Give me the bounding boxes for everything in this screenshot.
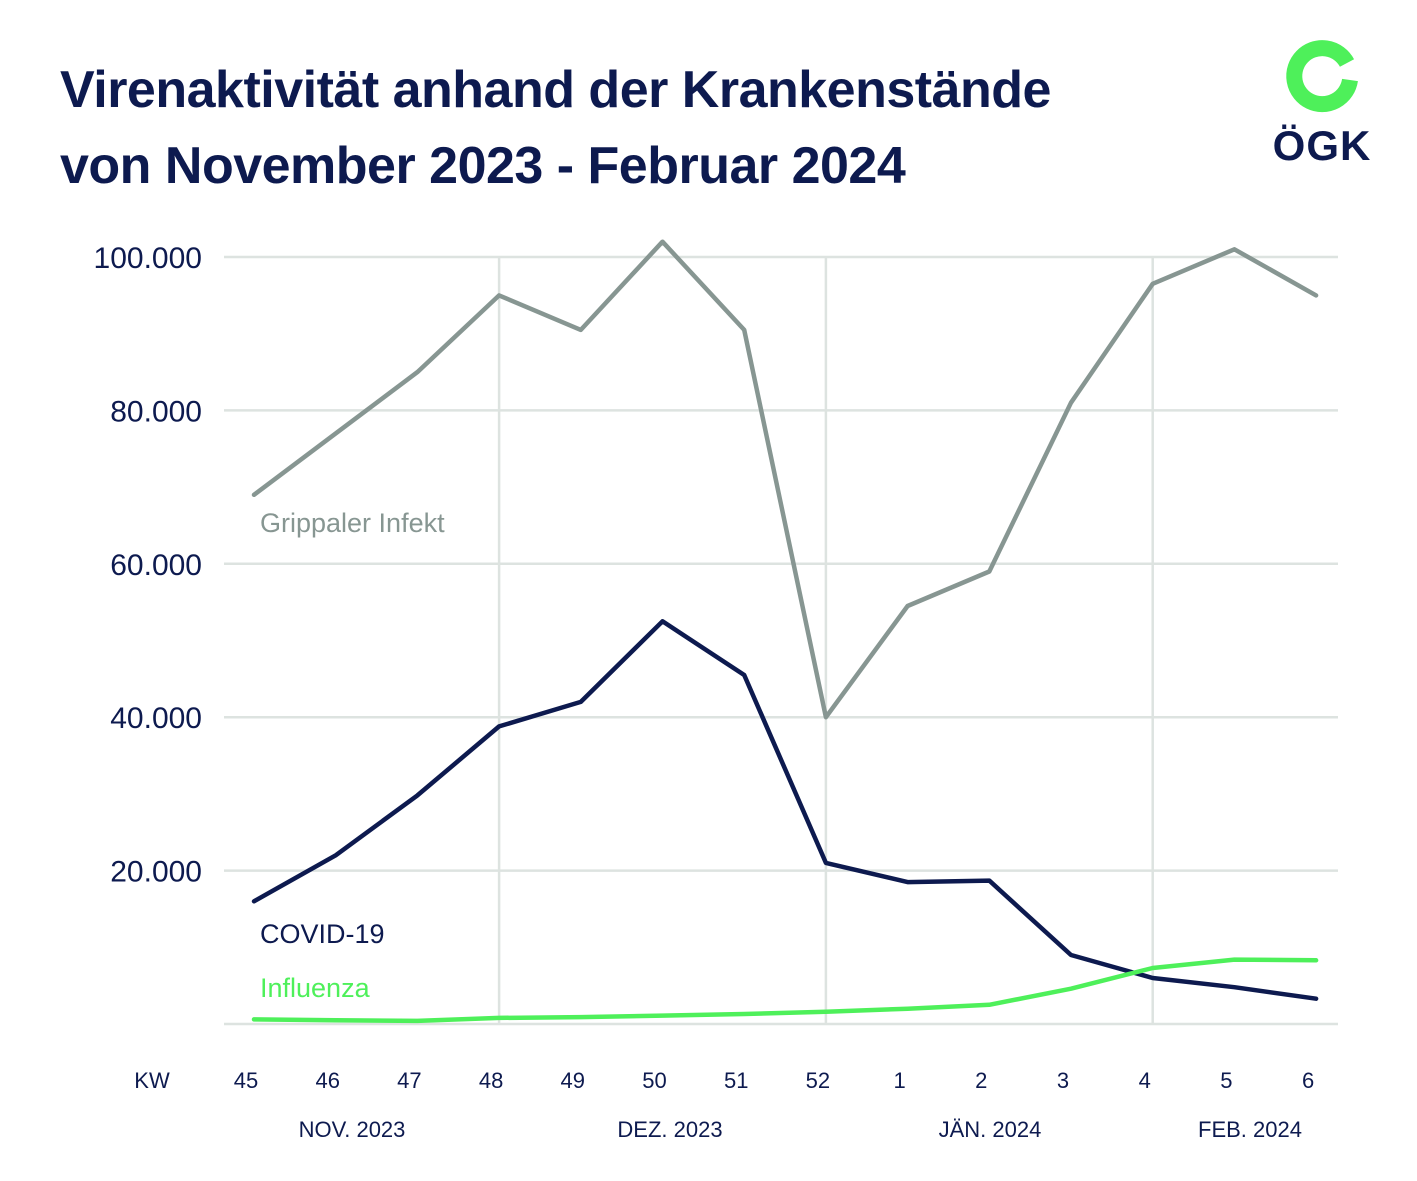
series-line-grippaler-infekt [251,239,1319,720]
series-line-covid-19 [251,619,1319,1001]
y-tick-label: 60.000 [110,549,202,582]
month-label: DEZ. 2023 [617,1117,722,1142]
x-tick-label: 2 [975,1068,987,1093]
x-tick-label: 1 [893,1068,905,1093]
month-label: NOV. 2023 [299,1117,406,1142]
x-tick-label: 46 [315,1068,339,1093]
y-tick-label: 20.000 [110,856,202,889]
x-tick-label: 4 [1139,1068,1151,1093]
y-tick-label: 40.000 [110,702,202,735]
month-label: FEB. 2024 [1198,1117,1302,1142]
series-line-influenza [251,957,1319,1024]
y-tick-label: 100.000 [94,242,202,275]
series-label-influenza: Influenza [260,973,371,1003]
y-tick-label: 80.000 [110,395,202,428]
x-tick-label: 50 [642,1068,666,1093]
x-axis-label: KW [134,1068,170,1093]
x-tick-label: 6 [1302,1068,1314,1093]
x-tick-label: 51 [724,1068,748,1093]
x-tick-label: 48 [479,1068,503,1093]
logo-text: ÖGK [1272,122,1372,169]
series-label-covid-19: COVID-19 [260,919,385,949]
chart-title: Virenaktivität anhand der Krankenstände … [60,52,1240,204]
oegk-logo: ÖGK [1262,36,1382,176]
x-tick-label: 47 [397,1068,421,1093]
logo-ring-icon [1286,40,1358,113]
month-label: JÄN. 2024 [939,1117,1042,1142]
x-tick-label: 45 [234,1068,258,1093]
x-tick-label: 5 [1220,1068,1232,1093]
x-tick-label: 49 [561,1068,585,1093]
series-label-grippaler-infekt: Grippaler Infekt [260,508,445,538]
chart-title-line-2: von November 2023 - Februar 2024 [60,137,906,195]
chart-title-line-1: Virenaktivität anhand der Krankenstände [60,61,1051,119]
x-tick-label: 52 [806,1068,830,1093]
x-tick-label: 3 [1057,1068,1069,1093]
